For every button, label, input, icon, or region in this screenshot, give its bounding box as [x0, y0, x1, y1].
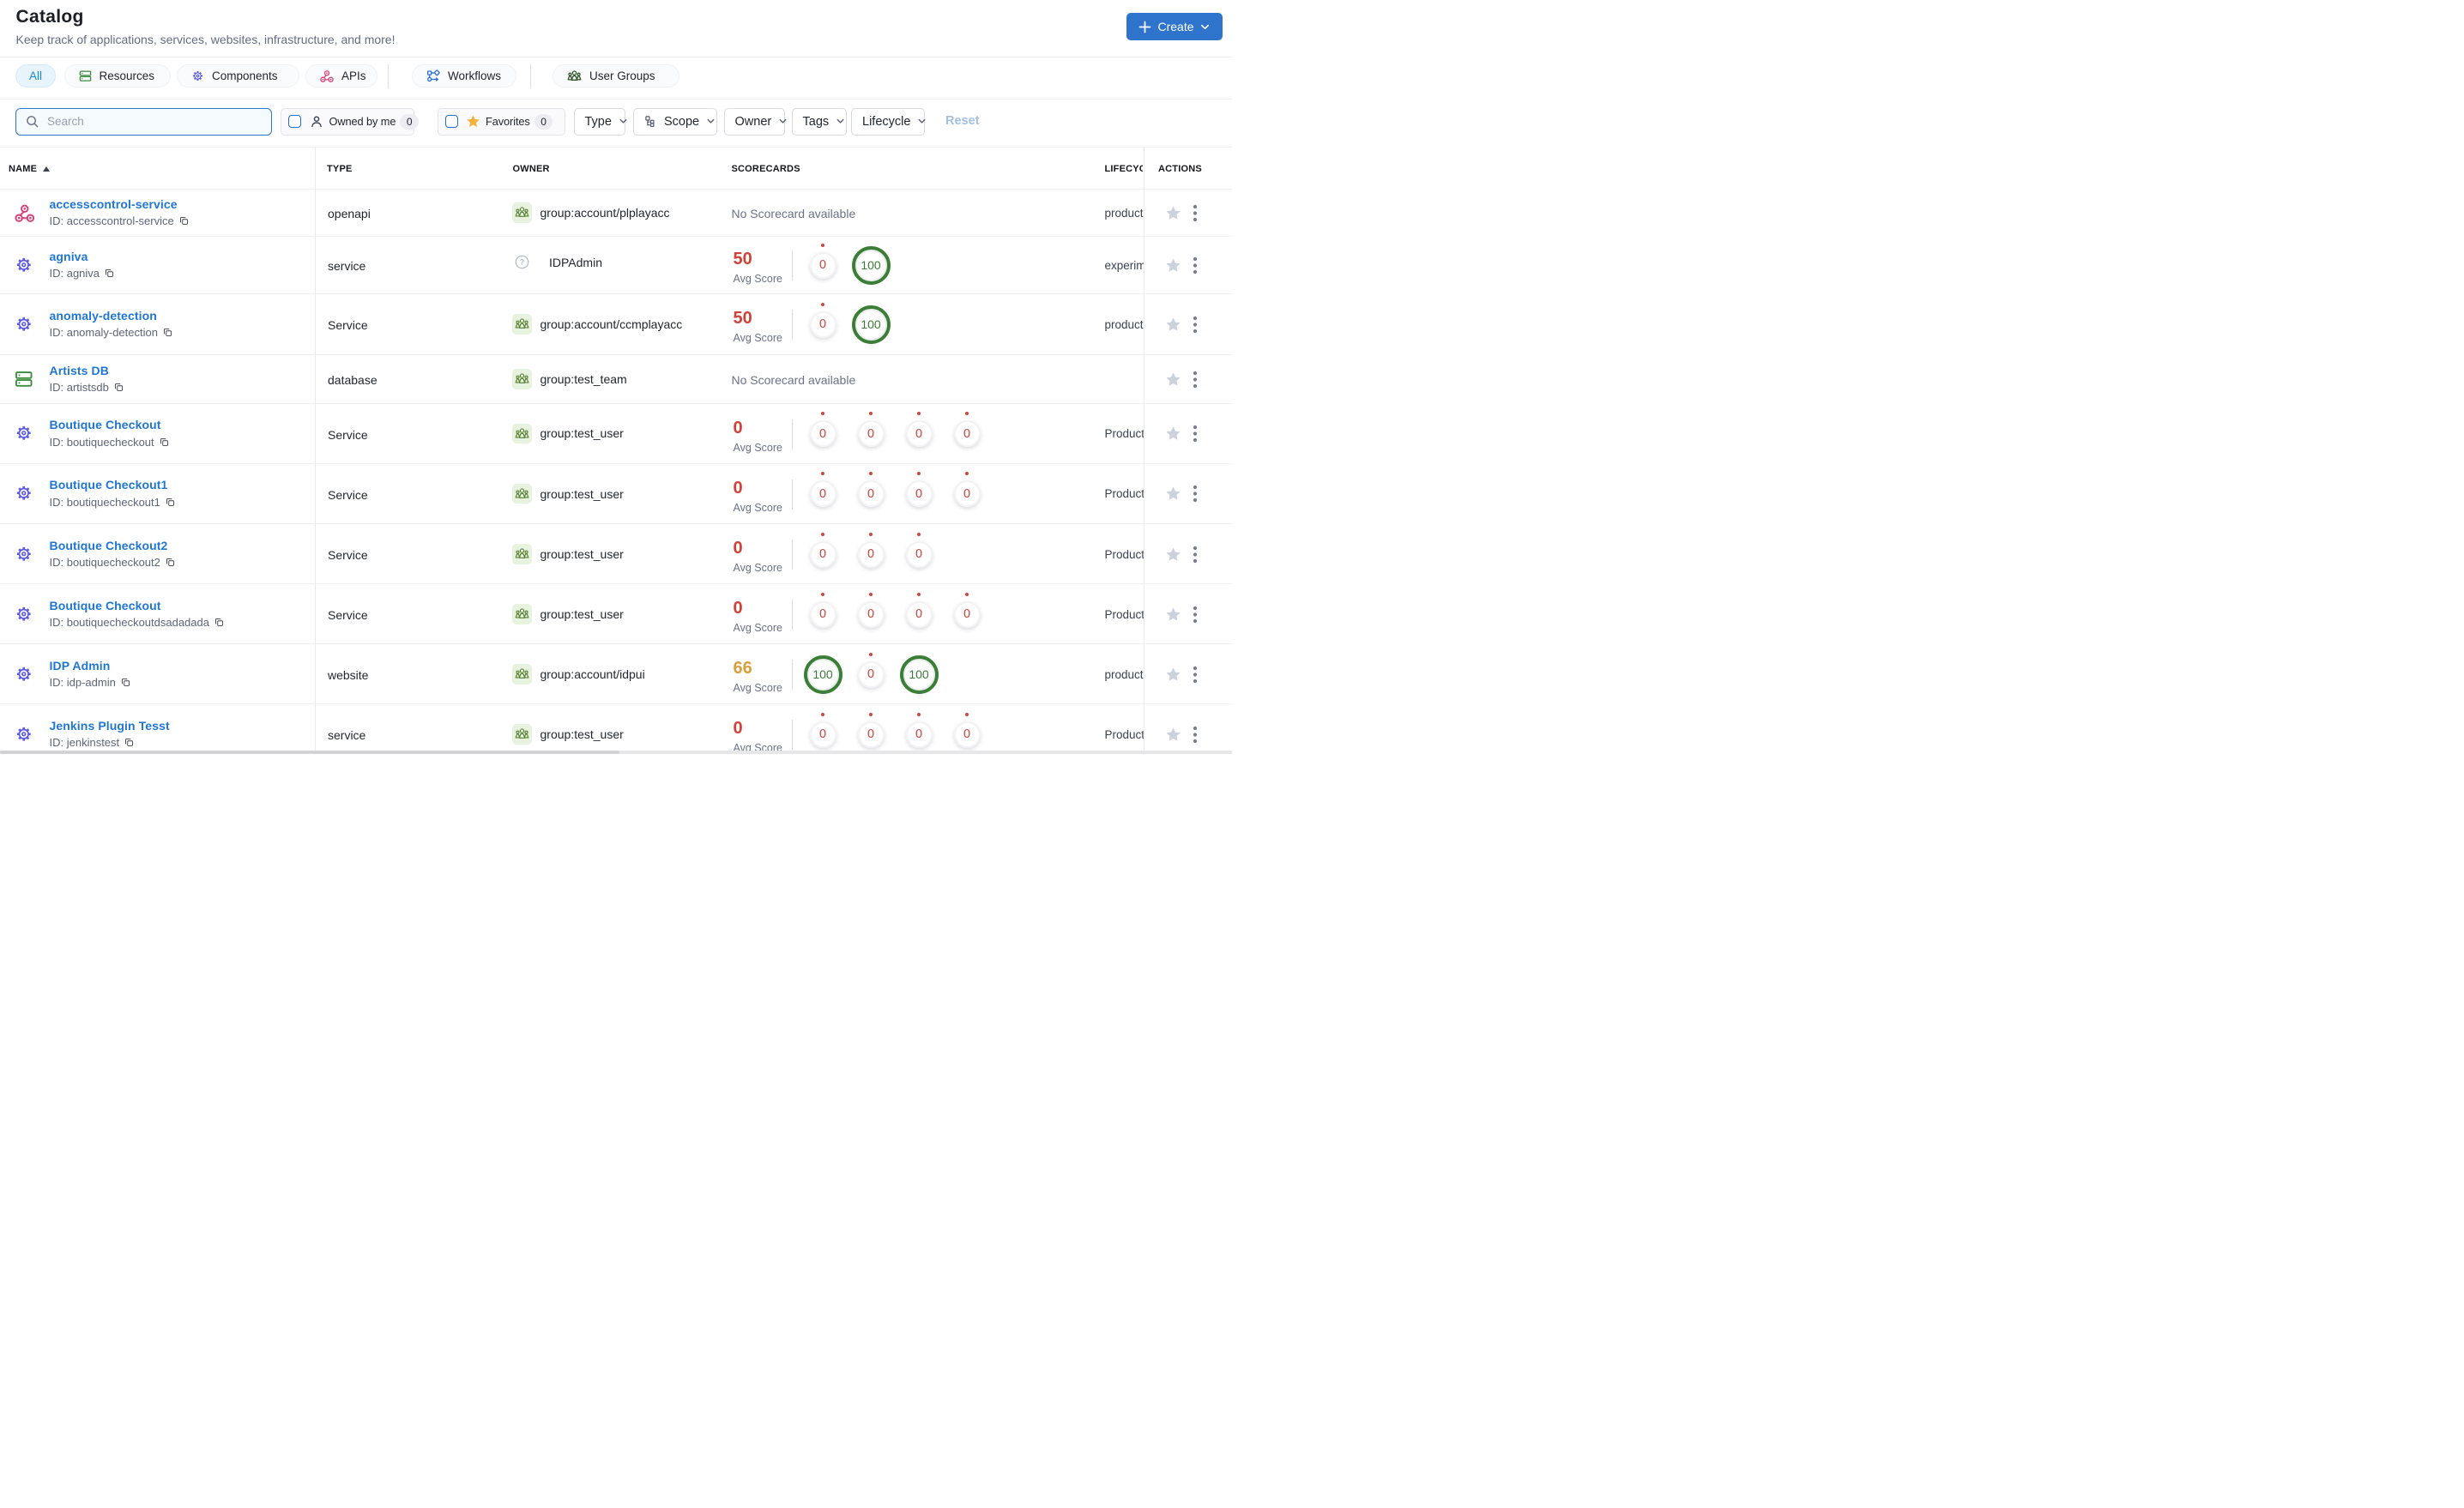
svg-text:?: ?: [520, 257, 524, 266]
